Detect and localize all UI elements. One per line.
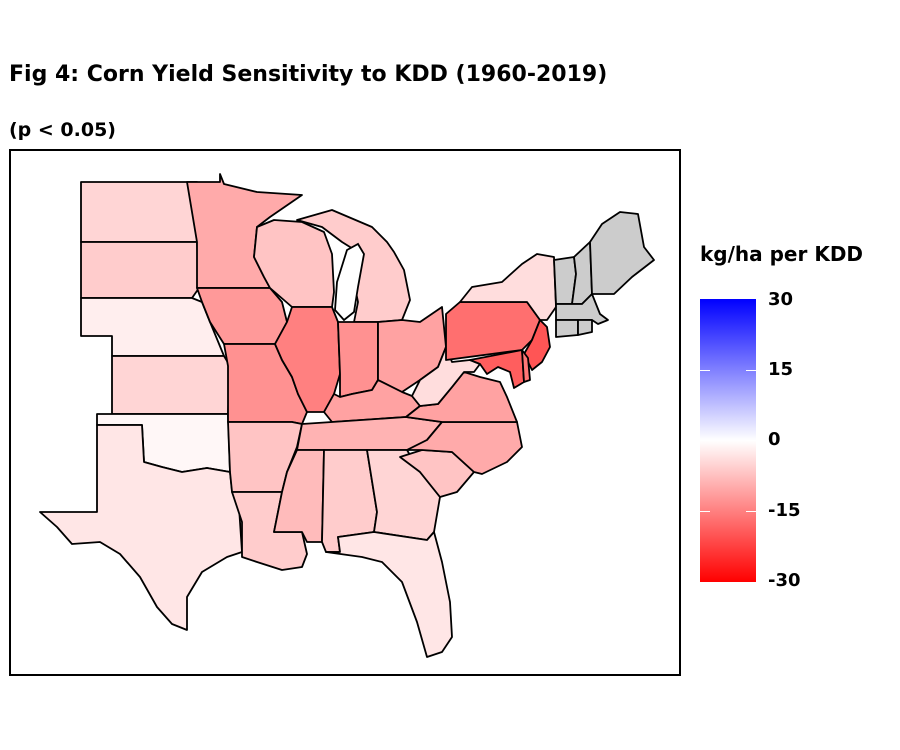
state-indiana[interactable]	[337, 321, 379, 398]
state-texas[interactable]	[39, 424, 243, 631]
state-maine[interactable]	[589, 211, 655, 295]
map-subtitle: (p < 0.05)	[9, 119, 116, 141]
state-connecticut[interactable]	[555, 319, 579, 338]
colorbar-tick-label: -15	[768, 500, 801, 521]
state-new-hampshire[interactable]	[571, 241, 593, 305]
lake-michigan	[334, 242, 365, 322]
state-kansas[interactable]	[111, 355, 231, 415]
state-new-york[interactable]	[459, 253, 557, 321]
colorbar-tick-mark	[700, 440, 710, 441]
map-panel	[9, 149, 681, 676]
state-wisconsin[interactable]	[253, 219, 335, 308]
state-north-dakota[interactable]	[80, 181, 198, 243]
legend-title: kg/ha per KDD	[700, 242, 864, 266]
state-delaware[interactable]	[521, 349, 531, 383]
state-rhode-island[interactable]	[577, 319, 593, 336]
state-florida[interactable]	[325, 531, 453, 658]
colorbar-tick-label: 15	[768, 359, 794, 380]
colorbar-tick-mark	[746, 511, 756, 512]
state-nebraska[interactable]	[80, 297, 225, 357]
colorbar-tick-mark	[700, 511, 710, 512]
colorbar-tick-mark	[746, 370, 756, 371]
colorbar-tick-mark	[700, 370, 710, 371]
colorbar-tick-label: 30	[768, 289, 794, 310]
state-south-dakota[interactable]	[80, 241, 200, 299]
us-states-map	[39, 173, 655, 658]
colorbar-tick-label: 0	[768, 429, 781, 450]
map-title: Fig 4: Corn Yield Sensitivity to KDD (19…	[9, 62, 608, 87]
colorbar-tick-mark	[746, 440, 756, 441]
state-north-carolina[interactable]	[406, 421, 523, 475]
colorbar-tick-label: -30	[768, 570, 801, 591]
